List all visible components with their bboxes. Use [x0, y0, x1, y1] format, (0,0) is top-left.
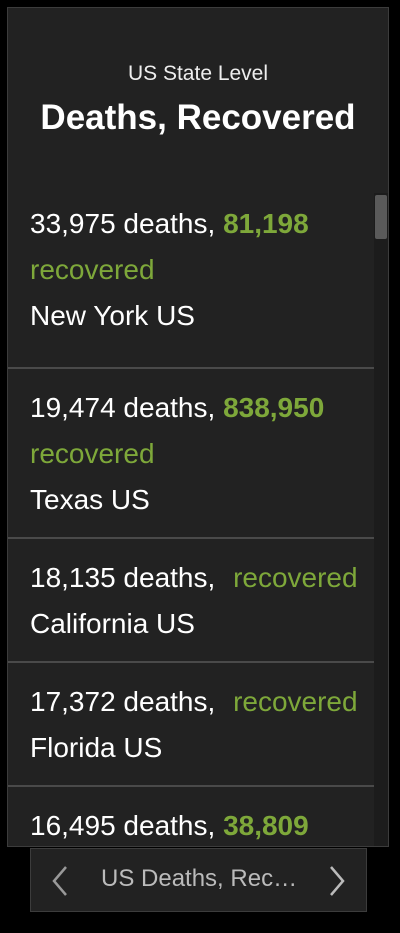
deaths-count: 17,372 deaths, [30, 686, 216, 717]
chevron-left-icon [52, 866, 67, 896]
deaths-count: 19,474 deaths, [30, 392, 216, 423]
pager-footer: US Deaths, Rec… [30, 848, 367, 912]
recovered-label: recovered [233, 686, 358, 717]
chevron-right-icon [330, 866, 345, 896]
panel-title: Deaths, Recovered [40, 98, 356, 137]
next-button[interactable] [322, 863, 352, 899]
list-item[interactable]: 33,975 deaths, 81,198 recovered New York… [8, 185, 374, 369]
deaths-count: 18,135 deaths, [30, 562, 216, 593]
location-label: New York US [30, 300, 195, 331]
location-label: Florida US [30, 732, 163, 763]
list-scrollbar[interactable] [374, 193, 388, 846]
recovered-label: recovered [30, 254, 155, 285]
list-item[interactable]: 18,135 deaths, recovered California US [8, 539, 374, 663]
prev-button[interactable] [45, 863, 75, 899]
location-label: Texas US [30, 484, 150, 515]
deaths-count: 16,495 deaths, [30, 810, 216, 841]
list-item[interactable]: 19,474 deaths, 838,950 recovered Texas U… [8, 369, 374, 539]
deaths-count: 33,975 deaths, [30, 208, 216, 239]
pager-label: US Deaths, Rec… [101, 865, 298, 892]
recovered-label: recovered [30, 438, 155, 469]
recovered-value: 838,950 [223, 392, 325, 423]
panel-header: US State Level Deaths, Recovered [8, 8, 388, 163]
list-item[interactable]: 16,495 deaths, 38,809 [8, 787, 374, 846]
scrollbar-thumb[interactable] [375, 195, 387, 239]
location-label: California US [30, 608, 195, 639]
recovered-label: recovered [233, 562, 358, 593]
recovered-value: 38,809 [223, 810, 309, 841]
list-item[interactable]: 17,372 deaths, recovered Florida US [8, 663, 374, 787]
deaths-recovered-panel: US State Level Deaths, Recovered 33,975 … [7, 7, 389, 847]
panel-subtitle: US State Level [127, 62, 269, 85]
recovered-value: 81,198 [223, 208, 309, 239]
state-list[interactable]: 33,975 deaths, 81,198 recovered New York… [8, 185, 374, 846]
